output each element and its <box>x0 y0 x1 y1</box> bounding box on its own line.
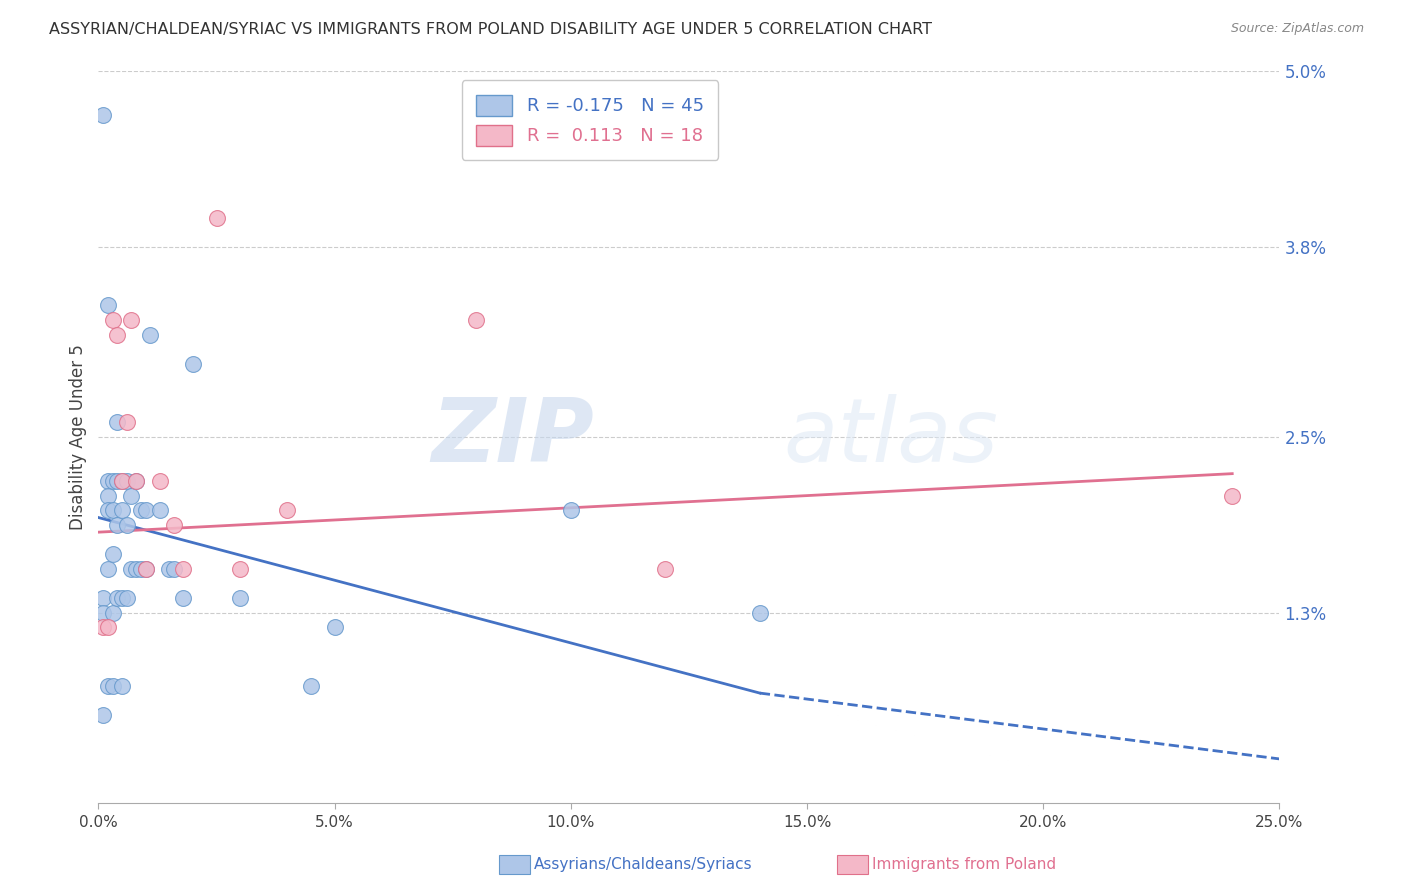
Point <box>105 517 128 532</box>
Point <box>125 474 148 488</box>
Point <box>135 562 157 576</box>
Point <box>181 357 204 371</box>
Point <box>149 503 172 517</box>
Point <box>560 503 582 517</box>
Point <box>121 313 143 327</box>
Point <box>139 327 162 342</box>
Point <box>91 708 114 723</box>
Point <box>115 474 138 488</box>
Point <box>323 620 346 634</box>
Point <box>105 591 128 605</box>
Text: Immigrants from Poland: Immigrants from Poland <box>872 857 1056 871</box>
Legend: R = -0.175   N = 45, R =  0.113   N = 18: R = -0.175 N = 45, R = 0.113 N = 18 <box>461 80 718 160</box>
Point <box>748 606 770 620</box>
Point <box>276 503 298 517</box>
Point <box>205 211 228 225</box>
Point <box>105 327 128 342</box>
Text: Assyrians/Chaldeans/Syriacs: Assyrians/Chaldeans/Syriacs <box>534 857 752 871</box>
Point <box>129 503 152 517</box>
Point <box>101 313 124 327</box>
Point <box>125 474 148 488</box>
Point <box>157 562 180 576</box>
Text: atlas: atlas <box>783 394 998 480</box>
Point <box>1220 489 1243 503</box>
Point <box>105 416 128 430</box>
Point <box>465 313 488 327</box>
Point <box>135 562 157 576</box>
Y-axis label: Disability Age Under 5: Disability Age Under 5 <box>69 344 87 530</box>
Point <box>229 591 252 605</box>
Point <box>97 620 120 634</box>
Point <box>121 562 143 576</box>
Point <box>111 474 134 488</box>
Point <box>115 591 138 605</box>
Text: Source: ZipAtlas.com: Source: ZipAtlas.com <box>1230 22 1364 36</box>
Point <box>101 503 124 517</box>
Point <box>97 503 120 517</box>
Point <box>111 591 134 605</box>
Point <box>91 108 114 122</box>
Point <box>101 679 124 693</box>
Point <box>654 562 676 576</box>
Point <box>105 474 128 488</box>
Point <box>121 489 143 503</box>
Point <box>111 679 134 693</box>
Point <box>97 489 120 503</box>
Point <box>172 591 194 605</box>
Text: ZIP: ZIP <box>432 393 595 481</box>
Point <box>101 606 124 620</box>
Point <box>115 517 138 532</box>
Point <box>229 562 252 576</box>
Point <box>172 562 194 576</box>
Point <box>125 562 148 576</box>
Point <box>97 298 120 312</box>
Point <box>115 416 138 430</box>
Point <box>163 562 186 576</box>
Point <box>97 474 120 488</box>
Point <box>129 562 152 576</box>
Point <box>299 679 322 693</box>
Point <box>91 620 114 634</box>
Point <box>135 503 157 517</box>
Point <box>101 547 124 561</box>
Point <box>149 474 172 488</box>
Point <box>111 474 134 488</box>
Point <box>91 606 114 620</box>
Point <box>101 474 124 488</box>
Point <box>97 562 120 576</box>
Point <box>163 517 186 532</box>
Point <box>91 591 114 605</box>
Text: ASSYRIAN/CHALDEAN/SYRIAC VS IMMIGRANTS FROM POLAND DISABILITY AGE UNDER 5 CORREL: ASSYRIAN/CHALDEAN/SYRIAC VS IMMIGRANTS F… <box>49 22 932 37</box>
Point <box>111 503 134 517</box>
Point <box>97 679 120 693</box>
